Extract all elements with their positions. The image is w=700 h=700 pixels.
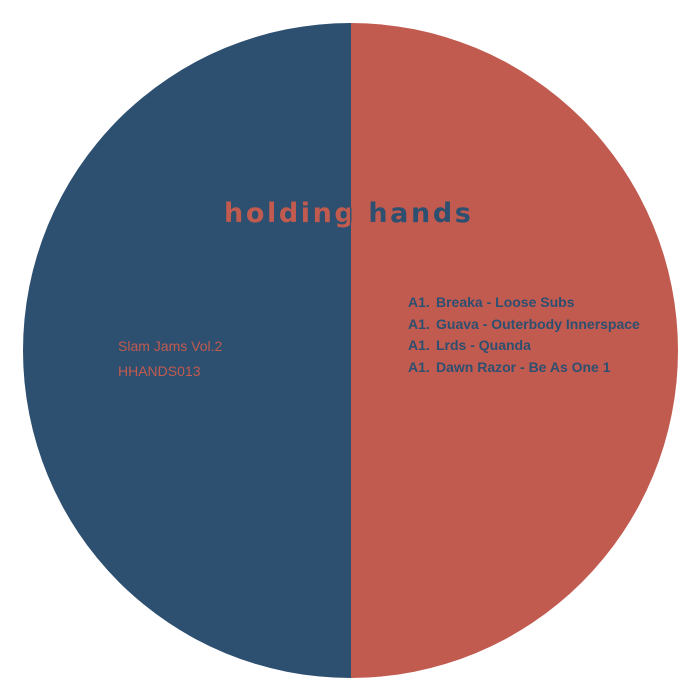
catalog-number: HHANDS013: [118, 363, 201, 379]
track-item: A1. Guava - Outerbody Innerspace: [408, 314, 640, 336]
track-item: A1. Breaka - Loose Subs: [408, 292, 640, 314]
track-position: A1.: [408, 294, 430, 310]
track-item: A1. Dawn Razor - Be As One 1: [408, 357, 640, 379]
brand-name-text-overlay: holding hands: [224, 198, 474, 229]
tracklist: A1. Breaka - Loose Subs A1. Guava - Outerb…: [408, 292, 640, 378]
track-title: Dawn Razor - Be As One 1: [436, 358, 611, 375]
vinyl-label-disc: [23, 23, 678, 678]
release-info: Slam Jams Vol.2 HHANDS013: [118, 334, 222, 384]
brand-name-right-segment: holding hands: [224, 196, 700, 236]
track-position: A1.: [408, 358, 430, 375]
track-position: A1.: [408, 315, 430, 332]
track-title: Guava - Outerbody Innerspace: [436, 315, 640, 332]
disc-right-half: [351, 23, 678, 678]
track-title: Lrds - Quanda: [436, 337, 531, 353]
track-title: Breaka - Loose Subs: [436, 294, 575, 310]
brand-name-left-segment: holding hands: [0, 196, 474, 236]
track-item: A1. Lrds - Quanda: [408, 335, 640, 357]
brand-name: holding hands holding hands: [0, 196, 700, 236]
disc-left-half: [23, 23, 351, 678]
release-title: Slam Jams Vol.2: [118, 338, 223, 354]
track-position: A1.: [408, 337, 430, 353]
brand-name-text: holding hands: [224, 198, 474, 229]
